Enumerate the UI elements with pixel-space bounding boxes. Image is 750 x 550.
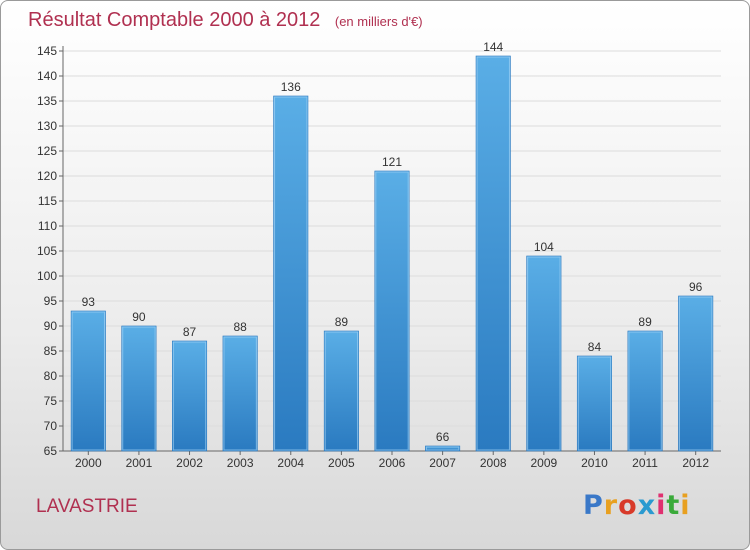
- bar-2006: [374, 170, 410, 452]
- bar-2003: [222, 335, 258, 452]
- data-label: 104: [534, 240, 554, 254]
- y-tick-label: 105: [37, 244, 57, 258]
- data-label: 87: [183, 325, 197, 339]
- logo-letter: x: [637, 490, 657, 521]
- y-tick-label: 130: [37, 119, 57, 133]
- bar-highlight: [678, 296, 713, 451]
- bar-highlight: [577, 356, 612, 451]
- x-tick-label: 2003: [227, 456, 254, 470]
- x-tick-label: 2011: [632, 456, 658, 470]
- chart-subtitle: (en milliers d'€): [334, 14, 423, 29]
- bar-2012: [678, 295, 714, 452]
- bar-highlight: [527, 256, 561, 451]
- proxiti-logo: Proxiti: [583, 490, 691, 521]
- x-tick-label: 2004: [277, 456, 304, 470]
- data-label: 90: [132, 310, 146, 324]
- bar-2005: [323, 330, 359, 452]
- bar-highlight: [476, 56, 510, 451]
- bars: [70, 55, 714, 452]
- data-label: 136: [281, 80, 301, 94]
- y-tick-label: 70: [44, 419, 58, 433]
- logo-letter: P: [583, 490, 604, 521]
- y-tick-label: 135: [37, 94, 57, 108]
- y-tick-label: 145: [37, 44, 57, 58]
- bar-2011: [627, 330, 663, 452]
- x-tick-label: 2008: [480, 456, 507, 470]
- x-tick-label: 2002: [176, 456, 203, 470]
- bar-highlight: [324, 331, 359, 451]
- bar-highlight: [628, 331, 662, 451]
- logo-letter: i: [680, 490, 691, 521]
- x-tick-label: 2005: [328, 456, 355, 470]
- bar-highlight: [172, 341, 207, 451]
- x-tick-label: 2009: [530, 456, 557, 470]
- y-tick-label: 140: [37, 69, 57, 83]
- chart-title: Résultat Comptable 2000 à 2012: [28, 9, 321, 31]
- bar-highlight: [375, 171, 409, 451]
- data-label: 144: [483, 40, 503, 54]
- data-label: 84: [588, 340, 602, 354]
- y-tick-label: 85: [44, 344, 58, 358]
- logo-letter: t: [666, 490, 681, 521]
- x-tick-label: 2006: [379, 456, 406, 470]
- bar-2002: [172, 340, 208, 452]
- bar-2009: [526, 255, 562, 452]
- data-label: 96: [689, 280, 703, 294]
- x-tick-label: 2000: [75, 456, 102, 470]
- bar-highlight: [223, 336, 257, 451]
- labels: 65 70 75 80 85 90 95 100 105 110 115 120 125 130 135 14…: [37, 40, 709, 470]
- y-tick-label: 90: [44, 319, 58, 333]
- x-tick-label: 2007: [429, 456, 456, 470]
- y-tick-label: 125: [37, 144, 57, 158]
- chart-title-row: Résultat Comptable 2000 à 2012 (en milli…: [28, 9, 423, 32]
- bar-2000: [70, 310, 106, 452]
- bar-highlight: [274, 96, 308, 451]
- x-tick-label: 2012: [682, 456, 709, 470]
- y-tick-label: 115: [38, 194, 57, 208]
- bar-2001: [121, 325, 157, 452]
- data-label: 93: [82, 295, 96, 309]
- y-tick-label: 95: [44, 294, 58, 308]
- logo-letter: r: [603, 490, 619, 521]
- x-tick-label: 2001: [126, 456, 153, 470]
- logo-letter: o: [618, 490, 638, 521]
- logo-letter: i: [656, 490, 667, 521]
- y-tick-label: 120: [37, 169, 57, 183]
- bar-highlight: [425, 446, 460, 451]
- y-tick-label: 80: [44, 369, 58, 383]
- bar-2008: [475, 55, 511, 452]
- bar-2010: [576, 355, 612, 452]
- data-label: 66: [436, 430, 450, 444]
- data-label: 121: [382, 155, 402, 169]
- bar-2004: [273, 95, 309, 452]
- y-tick-label: 75: [44, 394, 58, 408]
- bar-2007: [425, 445, 461, 452]
- bar-highlight: [71, 311, 106, 451]
- y-tick-label: 100: [37, 269, 57, 283]
- y-tick-label: 110: [38, 219, 57, 233]
- y-tick-label: 65: [44, 444, 58, 458]
- x-tick-label: 2010: [581, 456, 608, 470]
- commune-name: LAVASTRIE: [36, 496, 138, 517]
- data-label: 89: [335, 315, 349, 329]
- data-label: 89: [638, 315, 652, 329]
- bar-highlight: [122, 326, 156, 451]
- data-label: 88: [233, 320, 247, 334]
